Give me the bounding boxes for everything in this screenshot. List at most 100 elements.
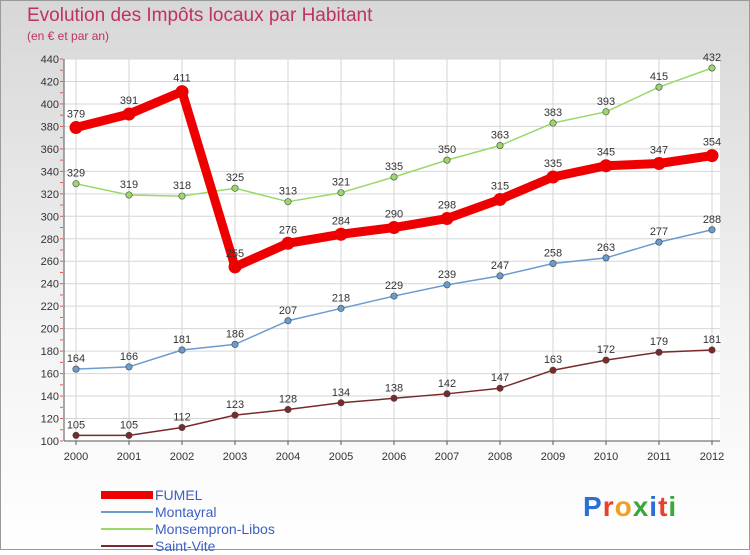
- data-point: [72, 180, 80, 188]
- data-point: [387, 221, 401, 235]
- brand-letter: o: [614, 491, 633, 522]
- data-label: 335: [385, 161, 403, 173]
- x-tick-label: 2006: [382, 451, 406, 463]
- data-point: [602, 108, 610, 116]
- data-label: 112: [173, 412, 191, 424]
- chart-title: Evolution des Impôts locaux par Habitant: [27, 5, 373, 26]
- y-tick-label: 340: [41, 166, 59, 178]
- data-point: [334, 227, 348, 241]
- data-point: [231, 340, 239, 348]
- data-label: 288: [703, 214, 721, 226]
- x-tick-label: 2000: [64, 451, 88, 463]
- data-label: 318: [173, 180, 191, 192]
- data-label: 319: [120, 179, 138, 191]
- data-label: 239: [438, 269, 456, 281]
- y-tick-label: 240: [41, 279, 59, 291]
- data-label: 350: [438, 144, 456, 156]
- data-point: [175, 85, 189, 99]
- data-label: 186: [226, 328, 244, 340]
- data-label: 335: [544, 158, 562, 170]
- data-point: [655, 83, 663, 91]
- y-tick-label: 260: [41, 256, 59, 268]
- brand-letter: x: [632, 491, 650, 522]
- data-label: 105: [67, 419, 85, 431]
- data-point: [390, 173, 398, 181]
- data-label: 411: [173, 73, 191, 85]
- data-label: 277: [650, 226, 668, 238]
- data-label: 142: [438, 378, 456, 390]
- y-tick-label: 300: [41, 211, 59, 223]
- x-tick-label: 2011: [647, 451, 671, 463]
- data-label: 391: [120, 95, 138, 107]
- data-label: 345: [597, 147, 615, 159]
- data-point: [655, 238, 663, 246]
- data-point: [549, 366, 557, 374]
- legend-label: Saint-Vite: [155, 538, 216, 554]
- data-point: [125, 431, 133, 439]
- legend-label: FUMEL: [155, 487, 203, 503]
- data-label: 347: [650, 144, 668, 156]
- data-point: [337, 304, 345, 312]
- y-tick-label: 180: [41, 346, 59, 358]
- data-label: 383: [544, 107, 562, 119]
- legend-label: Monsempron-Libos: [155, 521, 275, 537]
- x-tick-label: 2007: [435, 451, 459, 463]
- data-point: [496, 272, 504, 280]
- data-label: 247: [491, 260, 509, 272]
- data-label: 313: [279, 186, 297, 198]
- data-label: 218: [332, 292, 350, 304]
- data-label: 321: [332, 177, 350, 189]
- data-label: 415: [650, 71, 668, 83]
- brand-letter: P: [583, 491, 603, 522]
- brand-logo: Proxiti: [583, 491, 677, 523]
- data-label: 128: [279, 394, 297, 406]
- data-point: [337, 189, 345, 197]
- data-point: [496, 384, 504, 392]
- legend-swatch: [101, 545, 153, 547]
- data-point: [125, 191, 133, 199]
- data-point: [496, 142, 504, 150]
- y-tick-label: 200: [41, 324, 59, 336]
- x-tick-label: 2012: [700, 451, 724, 463]
- y-tick-label: 440: [41, 54, 59, 66]
- brand-letter: t: [658, 491, 669, 522]
- data-label: 105: [120, 419, 138, 431]
- data-point: [390, 394, 398, 402]
- data-label: 432: [703, 52, 721, 64]
- data-label: 181: [703, 334, 721, 346]
- data-label: 134: [332, 387, 350, 399]
- legend-swatch: [101, 511, 153, 513]
- data-label: 276: [279, 224, 297, 236]
- y-tick-label: 100: [41, 436, 59, 448]
- legend-swatch: [101, 491, 153, 499]
- x-tick-label: 2010: [594, 451, 618, 463]
- data-point: [708, 346, 716, 354]
- y-tick-label: 320: [41, 189, 59, 201]
- data-point: [284, 198, 292, 206]
- data-label: 123: [226, 399, 244, 411]
- data-label: 181: [173, 334, 191, 346]
- data-point: [652, 156, 666, 170]
- data-point: [390, 292, 398, 300]
- data-label: 147: [491, 372, 509, 384]
- data-point: [281, 236, 295, 250]
- data-point: [231, 411, 239, 419]
- data-label: 166: [120, 351, 138, 363]
- data-point: [443, 281, 451, 289]
- data-label: 393: [597, 96, 615, 108]
- x-tick-label: 2008: [488, 451, 512, 463]
- data-label: 179: [650, 336, 668, 348]
- data-label: 284: [332, 215, 350, 227]
- plot-area: [64, 59, 720, 441]
- data-label: 258: [544, 247, 562, 259]
- legend-swatch: [101, 528, 153, 530]
- data-point: [72, 431, 80, 439]
- data-point: [549, 259, 557, 267]
- data-point: [440, 212, 454, 226]
- data-label: 315: [491, 180, 509, 192]
- legend-label: Montayral: [155, 504, 217, 520]
- data-point: [337, 399, 345, 407]
- data-point: [708, 64, 716, 72]
- data-point: [284, 406, 292, 414]
